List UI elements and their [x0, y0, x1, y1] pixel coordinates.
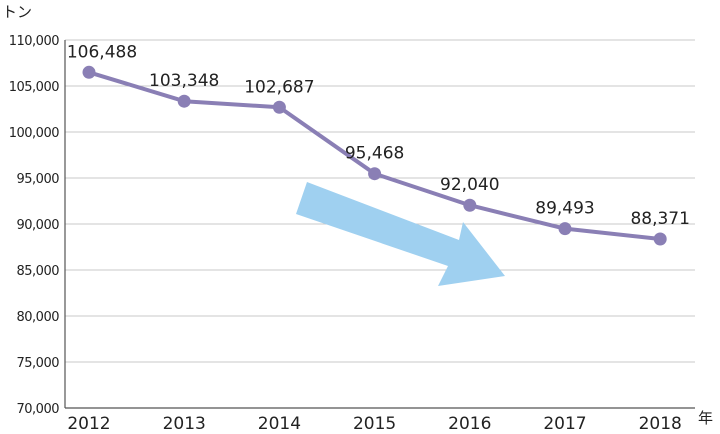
data-point: [272, 100, 286, 114]
data-point: [82, 65, 96, 79]
data-label: 103,348: [149, 71, 219, 91]
x-tick-label: 2015: [353, 414, 396, 434]
x-tick-label: 2017: [543, 414, 586, 434]
y-tick-label: 90,000: [17, 218, 60, 233]
data-point: [463, 198, 477, 212]
data-label: 88,371: [630, 209, 689, 229]
data-label: 106,488: [67, 42, 137, 62]
x-tick-label: 2012: [67, 414, 110, 434]
y-tick-label: 110,000: [9, 34, 59, 49]
data-label: 92,040: [440, 175, 499, 195]
data-point: [177, 94, 191, 108]
data-labels: 106,488 103,348 102,687 95,468 92,040 89,493 8…: [67, 42, 690, 229]
data-point: [368, 167, 382, 181]
y-tick-label: 105,000: [9, 80, 59, 95]
data-label: 89,493: [535, 199, 594, 219]
y-tick-label: 95,000: [17, 172, 60, 187]
y-tick-label: 70,000: [17, 402, 60, 417]
y-tick-label: 85,000: [17, 264, 60, 279]
y-tick-label: 100,000: [9, 126, 59, 141]
trend-arrow: [296, 182, 505, 286]
data-point: [653, 232, 667, 246]
data-points: [82, 65, 667, 246]
x-tick-labels: 2012 2013 2014 2015 2016 2017 2018: [67, 414, 681, 434]
x-tick-label: 2018: [639, 414, 682, 434]
x-tick-label: 2014: [258, 414, 301, 434]
data-label: 102,687: [244, 77, 314, 97]
y-tick-label: 80,000: [17, 310, 60, 325]
data-point: [558, 222, 572, 236]
y-axis-unit: トン: [2, 3, 32, 21]
data-label: 95,468: [345, 144, 404, 164]
y-tick-label: 75,000: [17, 356, 60, 371]
x-axis-unit: 年: [698, 409, 713, 427]
x-tick-label: 2016: [448, 414, 491, 434]
y-tick-labels: 70,000 75,000 80,000 85,000 90,000 95,000 100,…: [9, 34, 60, 417]
x-tick-label: 2013: [163, 414, 206, 434]
